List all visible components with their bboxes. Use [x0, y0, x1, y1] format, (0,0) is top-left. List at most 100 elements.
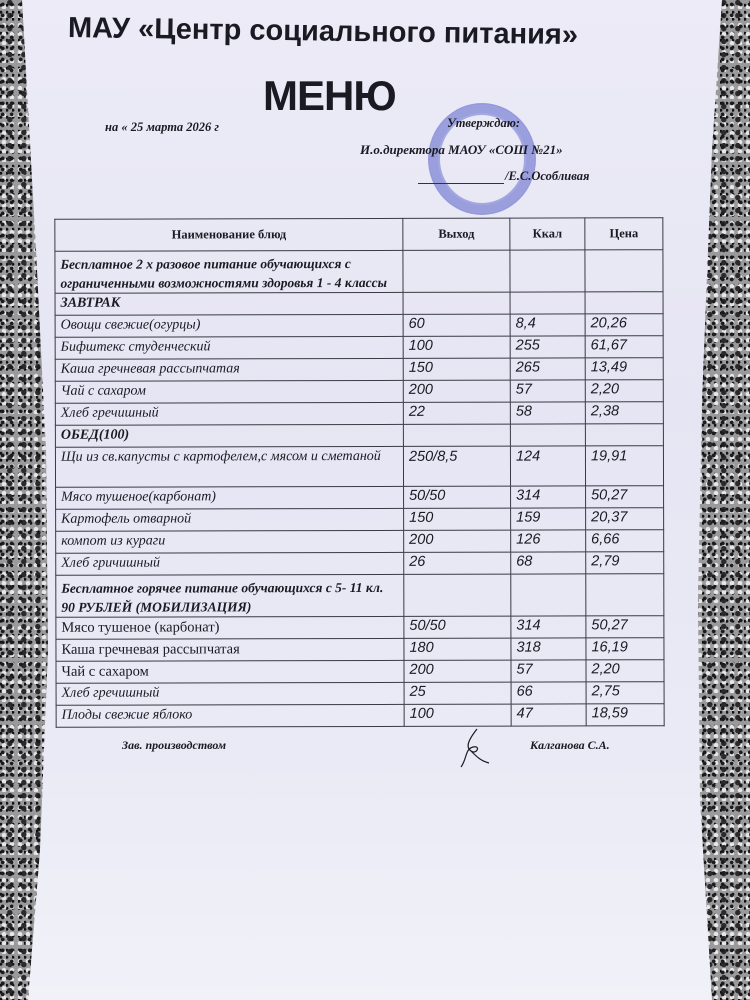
- price-cell: 2,75: [586, 681, 665, 704]
- kcal-cell: [510, 423, 586, 447]
- price-cell: 2,20: [585, 379, 664, 402]
- output-cell: 250/8,5: [403, 446, 511, 487]
- table-row: Хлеб гречишный 25 66 2,75: [56, 681, 665, 706]
- dish-name-cell: Каша гречневая рассыпчатая: [55, 358, 404, 382]
- dish-name-cell: Хлеб гричишный: [55, 552, 404, 576]
- signature: [460, 728, 490, 768]
- table-row: Бифштекс студенческий 100 255 61,67: [55, 335, 664, 360]
- output-cell: [403, 424, 511, 447]
- dish-name-cell: Каша гречневая рассыпчатая: [55, 638, 404, 662]
- kcal-cell: 57: [510, 659, 587, 683]
- dish-name-cell: Картофель отварной: [55, 508, 404, 532]
- table-row: Картофель отварной 150 159 20,37: [55, 507, 664, 532]
- dish-name-cell: компот из кураги: [55, 530, 404, 554]
- table-row: Каша гречневая рассыпчатая 180 318 16,19: [55, 637, 664, 662]
- price-cell: 2,79: [585, 551, 664, 574]
- table-row: Мясо тушеное (карбонат) 50/50 314 50,27: [55, 615, 664, 640]
- kcal-cell: 8,4: [510, 313, 586, 337]
- kcal-cell: 58: [510, 401, 586, 425]
- dish-name-cell: Хлеб гречишный: [55, 402, 404, 426]
- output-cell: 100: [403, 336, 511, 359]
- table-row: Щи из св.капусты с картофелем,с мясом и …: [55, 445, 664, 488]
- table-header: Наименование блюд Выход Ккал Цена: [54, 217, 663, 252]
- dish-name-cell: Мясо тушеное(карбонат): [55, 486, 404, 510]
- table-row: Хлеб гричишный 26 68 2,79: [55, 551, 664, 576]
- kcal-cell: [510, 573, 586, 617]
- price-cell: 61,67: [585, 335, 664, 358]
- approval-label: Утверждаю:: [447, 116, 520, 130]
- dish-name-cell: Бесплатное горячее питание обучающихся с…: [55, 574, 404, 618]
- menu-table: Наименование блюд Выход Ккал Цена Беспла…: [54, 217, 665, 728]
- footer-position: Зав. производством: [122, 738, 227, 752]
- price-cell: 16,19: [585, 637, 664, 660]
- output-cell: 200: [403, 660, 512, 683]
- price-cell: 20,37: [585, 507, 664, 530]
- kcal-cell: 66: [511, 681, 587, 705]
- table-row: Чай с сахаром 200 57 2,20: [55, 659, 665, 684]
- table-row: Чай с сахаром 200 57 2,20: [55, 379, 664, 404]
- col-name-header: Наименование блюд: [54, 218, 403, 252]
- section-row: ЗАВТРАК: [55, 291, 664, 316]
- dish-name-cell: Бифштекс студенческий: [55, 336, 404, 360]
- kcal-cell: 255: [510, 335, 586, 359]
- price-cell: 20,26: [585, 313, 664, 336]
- price-cell: [585, 291, 664, 314]
- price-cell: 18,59: [586, 703, 665, 726]
- output-cell: 150: [403, 508, 511, 531]
- output-cell: 60: [403, 314, 511, 337]
- output-cell: [403, 292, 511, 315]
- price-cell: 50,27: [585, 485, 664, 508]
- price-cell: 2,38: [585, 401, 664, 424]
- menu-date: на « 25 марта 2026 г: [105, 120, 220, 134]
- dish-name-cell: Чай с сахаром: [55, 380, 404, 404]
- price-cell: [585, 423, 664, 446]
- signature-line: [418, 183, 504, 184]
- kcal-cell: [510, 291, 586, 315]
- price-cell: 13,49: [585, 357, 664, 380]
- col-output-header: Выход: [402, 218, 510, 251]
- output-cell: 50/50: [403, 616, 511, 639]
- dish-name-cell: Плоды свежие яблоко: [56, 704, 405, 728]
- kcal-cell: 126: [510, 529, 586, 553]
- stamp-seal: [428, 103, 536, 215]
- section-row: ОБЕД(100): [55, 423, 664, 448]
- dish-name-cell: Хлеб гречишный: [56, 682, 405, 706]
- kcal-cell: 314: [510, 615, 586, 639]
- output-cell: 25: [404, 682, 512, 705]
- price-cell: [584, 249, 664, 292]
- kcal-cell: 314: [510, 485, 586, 509]
- group-row: Бесплатное 2 х разовое питание обучающих…: [54, 249, 664, 294]
- output-cell: 200: [403, 380, 511, 403]
- page-title: МЕНЮ: [263, 72, 397, 119]
- kcal-cell: 318: [510, 637, 586, 661]
- kcal-cell: 68: [510, 551, 586, 575]
- kcal-cell: 57: [510, 379, 586, 403]
- output-cell: 200: [403, 530, 511, 553]
- table-row: Овощи свежие(огурцы) 60 8,4 20,26: [55, 313, 664, 338]
- footer-name: Калганова С.А.: [530, 738, 610, 752]
- price-cell: 50,27: [585, 615, 664, 638]
- dish-name-cell: ЗАВТРАК: [55, 292, 404, 316]
- table-row: компот из кураги 200 126 6,66: [55, 529, 664, 554]
- dish-name-cell: Щи из св.капусты с картофелем,с мясом и …: [55, 446, 404, 488]
- output-cell: [402, 250, 511, 293]
- kcal-cell: 159: [510, 507, 586, 531]
- group-row: Бесплатное горячее питание обучающихся с…: [55, 573, 664, 618]
- output-cell: 150: [403, 358, 511, 381]
- dish-name-cell: ОБЕД(100): [55, 424, 404, 448]
- output-cell: 50/50: [403, 486, 511, 509]
- table-row: Каша гречневая рассыпчатая 150 265 13,49: [55, 357, 664, 382]
- table-row: Плоды свежие яблоко 100 47 18,59: [56, 703, 665, 728]
- approval-name: /Е.С.Особливая: [505, 169, 590, 183]
- table-row: Мясо тушеное(карбонат) 50/50 314 50,27: [55, 485, 664, 510]
- price-cell: 19,91: [585, 445, 664, 486]
- kcal-cell: 265: [510, 357, 586, 381]
- kcal-cell: [509, 249, 586, 293]
- kcal-cell: 124: [510, 445, 586, 487]
- output-cell: 100: [404, 704, 512, 727]
- output-cell: 22: [403, 402, 511, 425]
- dish-name-cell: Бесплатное 2 х разовое питание обучающих…: [54, 250, 404, 294]
- output-cell: 180: [403, 638, 511, 661]
- col-price-header: Цена: [584, 217, 663, 250]
